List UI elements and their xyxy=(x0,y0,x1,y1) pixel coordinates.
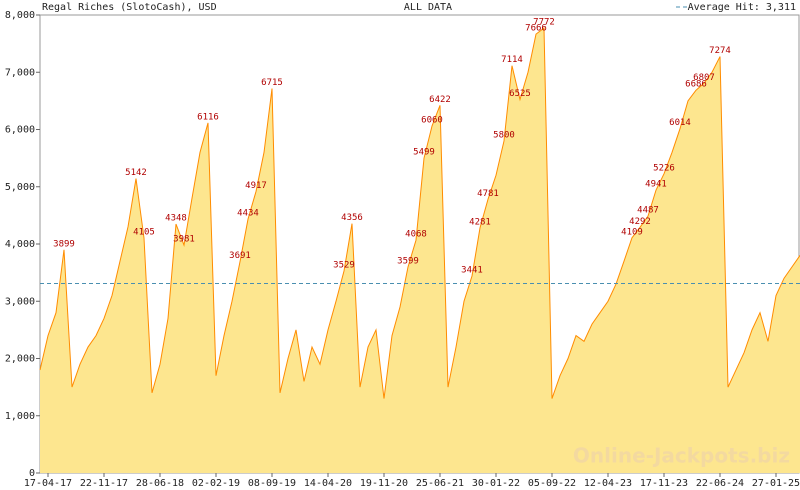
x-tick-label: 27-01-25 xyxy=(752,478,800,489)
peak-label: 6686 xyxy=(685,80,707,90)
x-tick-label: 28-06-18 xyxy=(136,478,184,489)
peak-label: 7666 xyxy=(525,24,547,34)
y-tick-label: 8,000 xyxy=(5,10,35,21)
y-tick-label: 7,000 xyxy=(5,67,35,78)
x-tick-label: 05-09-22 xyxy=(528,478,576,489)
chart-subtitle: ALL DATA xyxy=(404,2,452,13)
x-tick-label: 08-09-19 xyxy=(248,478,296,489)
y-tick-label: 2,000 xyxy=(5,354,35,365)
peak-label: 6525 xyxy=(509,89,531,99)
average-legend: Average Hit: 3,311 xyxy=(688,2,796,13)
chart-title: Regal Riches (SlotoCash), USD xyxy=(42,2,217,13)
peak-label: 4105 xyxy=(133,227,155,237)
peak-label: 3691 xyxy=(229,251,251,261)
peak-label: 3529 xyxy=(333,260,355,270)
y-tick-label: 6,000 xyxy=(5,125,35,136)
y-tick-label: 4,000 xyxy=(5,239,35,250)
watermark: Online-Jackpots.biz xyxy=(573,444,790,468)
x-tick-label: 12-04-23 xyxy=(584,478,632,489)
peak-label: 4292 xyxy=(629,217,651,227)
x-tick-label: 17-11-23 xyxy=(640,478,688,489)
peak-label: 3899 xyxy=(53,239,75,249)
peak-label: 4348 xyxy=(165,214,187,224)
peak-label: 5226 xyxy=(653,163,675,173)
peak-label: 3599 xyxy=(397,256,419,266)
x-tick-label: 22-11-17 xyxy=(80,478,128,489)
peak-label: 6060 xyxy=(421,116,443,126)
x-tick-label: 30-01-22 xyxy=(472,478,520,489)
peak-label: 5499 xyxy=(413,148,435,158)
peak-label: 6715 xyxy=(261,78,283,88)
peak-label: 5142 xyxy=(125,168,147,178)
y-tick-label: 1,000 xyxy=(5,411,35,422)
peak-label: 4487 xyxy=(637,206,659,216)
peak-label: 6807 xyxy=(693,73,715,83)
peak-label: 7274 xyxy=(709,46,731,56)
peak-label: 4109 xyxy=(621,227,643,237)
y-tick-label: 5,000 xyxy=(5,182,35,193)
peak-label: 4281 xyxy=(469,217,491,227)
peak-label: 7772 xyxy=(533,18,555,28)
x-tick-label: 22-06-24 xyxy=(696,478,744,489)
peak-label: 4068 xyxy=(405,230,427,240)
peak-label: 7114 xyxy=(501,55,523,65)
peak-label: 6014 xyxy=(669,118,691,128)
peak-label: 4917 xyxy=(245,181,267,191)
peak-label: 6422 xyxy=(429,95,451,105)
peak-label: 4356 xyxy=(341,213,363,223)
x-tick-label: 25-06-21 xyxy=(416,478,464,489)
peak-label: 4781 xyxy=(477,189,499,199)
y-tick-label: 0 xyxy=(29,468,35,479)
line xyxy=(39,27,800,399)
peak-label: 6116 xyxy=(197,112,219,122)
x-tick-label: 19-11-20 xyxy=(360,478,408,489)
peak-label: 4941 xyxy=(645,180,667,190)
peak-label: 3441 xyxy=(461,266,483,276)
peak-label: 4434 xyxy=(237,209,259,219)
y-tick-label: 3,000 xyxy=(5,296,35,307)
peak-label: 5800 xyxy=(493,130,515,140)
x-tick-label: 02-02-19 xyxy=(192,478,240,489)
peak-label: 3981 xyxy=(173,235,195,245)
x-tick-label: 14-04-20 xyxy=(304,478,352,489)
x-tick-label: 17-04-17 xyxy=(24,478,72,489)
area xyxy=(40,28,800,473)
